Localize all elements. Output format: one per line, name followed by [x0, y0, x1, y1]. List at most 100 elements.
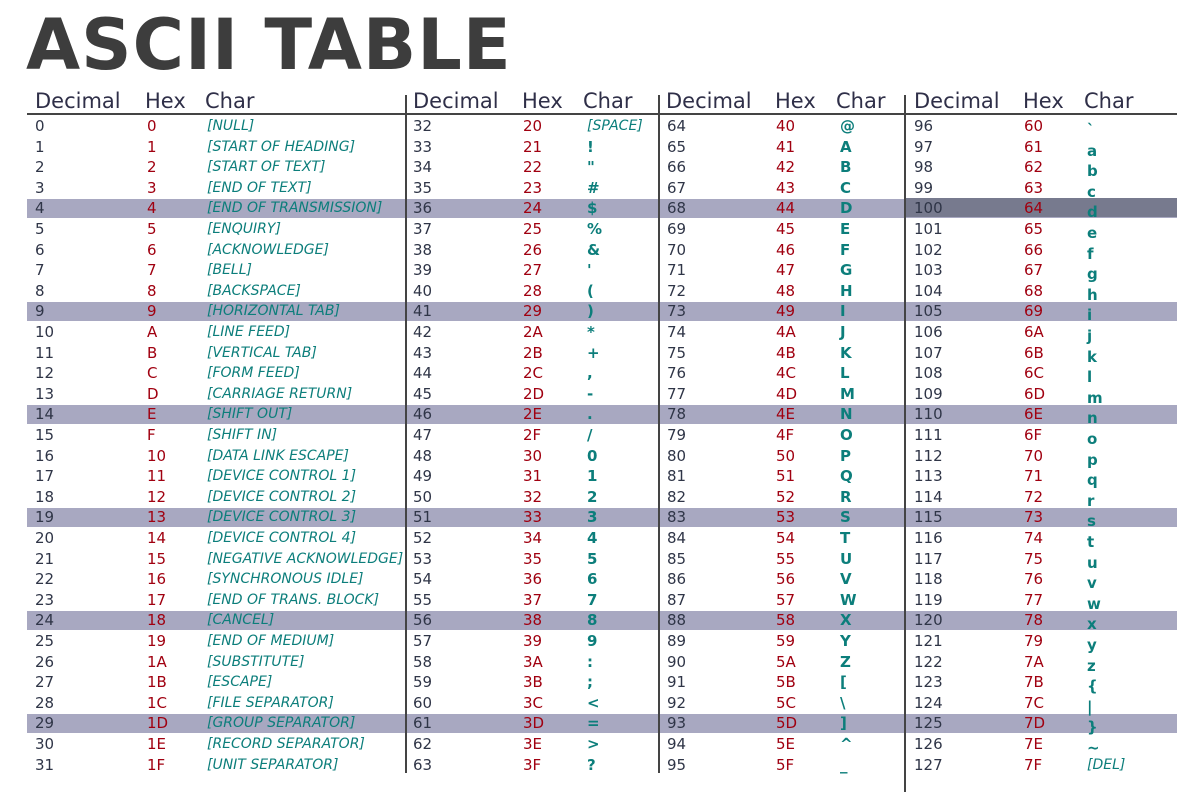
char-cell: U [840, 549, 853, 568]
decimal-cell: 15 [35, 426, 55, 444]
decimal-cell: 18 [35, 487, 55, 506]
hex-cell: 5D [776, 714, 798, 733]
hex-cell: 22 [523, 158, 543, 177]
char-cell: f [1087, 244, 1094, 263]
char-cell: Q [840, 467, 853, 486]
char-cell: ^ [840, 735, 853, 753]
char-cell: I [840, 302, 846, 321]
hex-cell: 7B [1024, 673, 1044, 692]
hex-cell: 54 [776, 529, 796, 547]
hex-cell: 4A [776, 323, 796, 341]
hex-cell: 2D [523, 384, 545, 403]
hex-cell: 70 [1024, 446, 1044, 465]
char-cell: > [587, 735, 600, 753]
hex-cell: 8 [147, 281, 157, 300]
hex-cell: 2 [147, 158, 157, 177]
char-cell: 0 [587, 446, 598, 465]
decimal-cell: 66 [667, 158, 687, 177]
char-cell: # [587, 178, 600, 197]
char-cell: [FORM FEED] [207, 365, 300, 382]
hex-cell: 16 [147, 570, 167, 589]
char-cell: A [840, 137, 852, 156]
char-cell: @ [840, 117, 855, 135]
hex-cell: E [147, 405, 157, 424]
char-cell: y [1087, 636, 1097, 654]
char-cell: [RECORD SEPARATOR] [207, 736, 365, 752]
char-cell: { [1087, 677, 1098, 696]
char-cell: ! [587, 137, 594, 156]
decimal-cell: 51 [413, 508, 433, 527]
char-cell: n [1087, 409, 1098, 428]
decimal-cell: 55 [413, 590, 433, 609]
decimal-cell: 2 [35, 158, 45, 177]
decimal-cell: 92 [667, 693, 687, 712]
hex-cell: 73 [1024, 508, 1044, 527]
hex-header: Hex [775, 89, 816, 113]
hex-cell: 5 [147, 220, 157, 238]
char-cell: / [587, 426, 593, 444]
char-cell: s [1087, 512, 1096, 531]
hex-cell: 2A [523, 323, 543, 341]
char-cell: } [1087, 718, 1098, 737]
decimal-cell: 4 [35, 199, 45, 218]
char-cell: k [1087, 347, 1097, 366]
hex-cell: 6B [1024, 343, 1044, 362]
page-title: ASCII TABLE [26, 4, 512, 86]
char-cell: v [1087, 574, 1097, 593]
decimal-cell: 67 [667, 178, 687, 197]
hex-cell: 39 [523, 632, 543, 650]
decimal-cell: 39 [413, 261, 433, 280]
char-cell: o [1087, 430, 1098, 448]
decimal-cell: 41 [413, 302, 433, 321]
decimal-cell: 61 [413, 714, 433, 733]
char-cell: [START OF TEXT] [207, 159, 326, 176]
decimal-cell: 0 [35, 117, 45, 135]
decimal-cell: 84 [667, 529, 687, 547]
decimal-cell: 34 [413, 158, 433, 177]
char-cell: E [840, 220, 851, 238]
hex-cell: 47 [776, 261, 796, 280]
decimal-cell: 78 [667, 405, 687, 424]
hex-cell: 9 [147, 302, 157, 321]
char-cell: [ACKNOWLEDGE] [207, 241, 329, 258]
char-header: Char [836, 89, 886, 113]
hex-cell: 57 [776, 590, 796, 609]
decimal-cell: 119 [914, 590, 943, 609]
char-cell: V [840, 570, 852, 589]
hex-cell: 5B [776, 673, 796, 692]
char-cell: ` [1087, 121, 1095, 139]
hex-cell: 14 [147, 529, 167, 547]
decimal-cell: 54 [413, 570, 433, 589]
char-cell: : [587, 652, 593, 671]
decimal-cell: 82 [667, 487, 687, 506]
char-cell: r [1087, 491, 1095, 510]
char-header: Char [205, 89, 255, 113]
decimal-cell: 5 [35, 220, 45, 238]
header-rule [27, 113, 1177, 115]
char-cell: 9 [587, 632, 598, 650]
char-cell: - [587, 384, 594, 403]
decimal-cell: 111 [914, 426, 943, 444]
hex-cell: 72 [1024, 487, 1044, 506]
char-cell: [END OF TEXT] [207, 179, 312, 196]
char-cell: ~ [1087, 739, 1100, 757]
hex-cell: 6F [1024, 426, 1043, 444]
hex-cell: 35 [523, 549, 543, 568]
char-cell: ( [587, 281, 594, 300]
row-band [27, 405, 1177, 425]
hex-cell: 11 [147, 467, 167, 486]
char-cell: [ [840, 673, 847, 692]
hex-cell: 52 [776, 487, 796, 506]
decimal-cell: 116 [914, 529, 943, 547]
char-cell: g [1087, 265, 1098, 284]
decimal-cell: 10 [35, 323, 55, 341]
decimal-cell: 70 [667, 240, 687, 259]
decimal-cell: 79 [667, 426, 687, 444]
char-cell: P [840, 446, 851, 465]
hex-cell: 42 [776, 158, 796, 177]
char-cell: + [587, 343, 600, 362]
decimal-cell: 118 [914, 570, 943, 589]
decimal-cell: 125 [914, 714, 943, 733]
char-cell: [DEL] [1087, 756, 1126, 773]
char-cell: O [840, 426, 853, 444]
